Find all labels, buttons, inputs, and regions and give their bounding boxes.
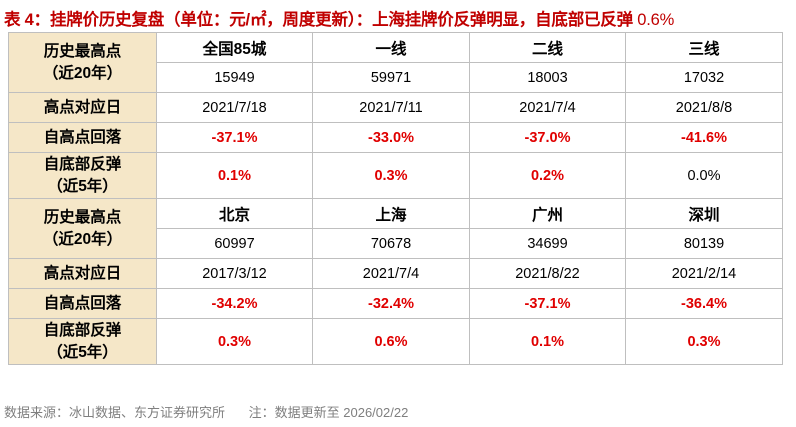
table-cell: 0.1% bbox=[156, 152, 313, 199]
table-row: 历史最高点 （近20年） 北京 上海 广州 深圳 bbox=[8, 198, 783, 259]
table-cell: -33.0% bbox=[312, 122, 470, 153]
table-cell: -36.4% bbox=[625, 288, 783, 319]
row-label-drop: 自高点回落 bbox=[8, 122, 157, 153]
source-text: 数据来源：冰山数据、东方证券研究所 bbox=[4, 405, 226, 420]
table-cell: 34699 bbox=[469, 228, 626, 259]
table-cell: 2021/7/11 bbox=[312, 92, 470, 123]
table-row: 自底部反弹 （近5年） 0.1% 0.3% 0.2% 0.0% bbox=[8, 152, 783, 199]
row-label-rebound: 自底部反弹 （近5年） bbox=[8, 318, 157, 365]
table-cell: 2021/7/4 bbox=[312, 258, 470, 289]
table-cell: 0.2% bbox=[469, 152, 626, 199]
table-cell: 2021/8/22 bbox=[469, 258, 626, 289]
update-note: 注：数据更新至 2026/02/22 bbox=[248, 405, 409, 420]
table-cell: 17032 bbox=[625, 62, 783, 93]
table-title-text: 表 4：挂牌价历史复盘（单位：元/㎡，周度更新）：上海挂牌价反弹明显，自底部已反… bbox=[4, 11, 633, 29]
table-row: 高点对应日 2017/3/12 2021/7/4 2021/8/22 2021/… bbox=[8, 258, 783, 289]
table-cell: 18003 bbox=[469, 62, 626, 93]
table-cell: 2017/3/12 bbox=[156, 258, 313, 289]
table-cell: 70678 bbox=[312, 228, 470, 259]
table-title-value: 0.6% bbox=[637, 11, 675, 29]
table-cell: -32.4% bbox=[312, 288, 470, 319]
table-row: 自底部反弹 （近5年） 0.3% 0.6% 0.1% 0.3% bbox=[8, 318, 783, 365]
source-note: 数据来源：冰山数据、东方证券研究所 注：数据更新至 2026/02/22 bbox=[4, 402, 408, 421]
table-cell: 0.0% bbox=[625, 152, 783, 199]
column-header: 三线 bbox=[625, 32, 783, 63]
table-cell: 2021/8/8 bbox=[625, 92, 783, 123]
table-cell: 0.3% bbox=[156, 318, 313, 365]
table-cell: 0.1% bbox=[469, 318, 626, 365]
column-header: 北京 bbox=[156, 198, 313, 229]
table-row: 高点对应日 2021/7/18 2021/7/11 2021/7/4 2021/… bbox=[8, 92, 783, 123]
table-cell: 0.6% bbox=[312, 318, 470, 365]
column-header: 广州 bbox=[469, 198, 626, 229]
row-label-peak-price: 历史最高点 （近20年） bbox=[8, 198, 157, 259]
table-cell: 0.3% bbox=[312, 152, 470, 199]
table-title: 表 4：挂牌价历史复盘（单位：元/㎡，周度更新）：上海挂牌价反弹明显，自底部已反… bbox=[4, 6, 792, 32]
row-label-peak-date: 高点对应日 bbox=[8, 258, 157, 289]
table-cell: 15949 bbox=[156, 62, 313, 93]
table-cell: 2021/2/14 bbox=[625, 258, 783, 289]
table-cell: -37.0% bbox=[469, 122, 626, 153]
table-row: 自高点回落 -37.1% -33.0% -37.0% -41.6% bbox=[8, 122, 783, 153]
table-row: 自高点回落 -34.2% -32.4% -37.1% -36.4% bbox=[8, 288, 783, 319]
table-cell: 60997 bbox=[156, 228, 313, 259]
row-label-drop: 自高点回落 bbox=[8, 288, 157, 319]
table-row: 60997 70678 34699 80139 bbox=[9, 228, 783, 259]
table-cell: 59971 bbox=[312, 62, 470, 93]
table-row: 15949 59971 18003 17032 bbox=[9, 62, 783, 93]
column-header: 深圳 bbox=[625, 198, 783, 229]
table-cell: 2021/7/18 bbox=[156, 92, 313, 123]
column-header: 上海 bbox=[312, 198, 470, 229]
table-cell: 2021/7/4 bbox=[469, 92, 626, 123]
price-history-table: 历史最高点 （近20年） 全国85城 一线 二线 三线 15949 59971 … bbox=[8, 32, 783, 365]
table-cell: -37.1% bbox=[156, 122, 313, 153]
table-cell: 0.3% bbox=[625, 318, 783, 365]
table-cell: -41.6% bbox=[625, 122, 783, 153]
column-header: 全国85城 bbox=[156, 32, 313, 63]
row-label-peak-date: 高点对应日 bbox=[8, 92, 157, 123]
column-header: 一线 bbox=[312, 32, 470, 63]
row-label-peak-price: 历史最高点 （近20年） bbox=[8, 32, 157, 93]
column-header: 二线 bbox=[469, 32, 626, 63]
table-cell: -37.1% bbox=[469, 288, 626, 319]
table-cell: -34.2% bbox=[156, 288, 313, 319]
table-row: 历史最高点 （近20年） 全国85城 一线 二线 三线 bbox=[8, 32, 783, 93]
table-cell: 80139 bbox=[625, 228, 783, 259]
row-label-rebound: 自底部反弹 （近5年） bbox=[8, 152, 157, 199]
